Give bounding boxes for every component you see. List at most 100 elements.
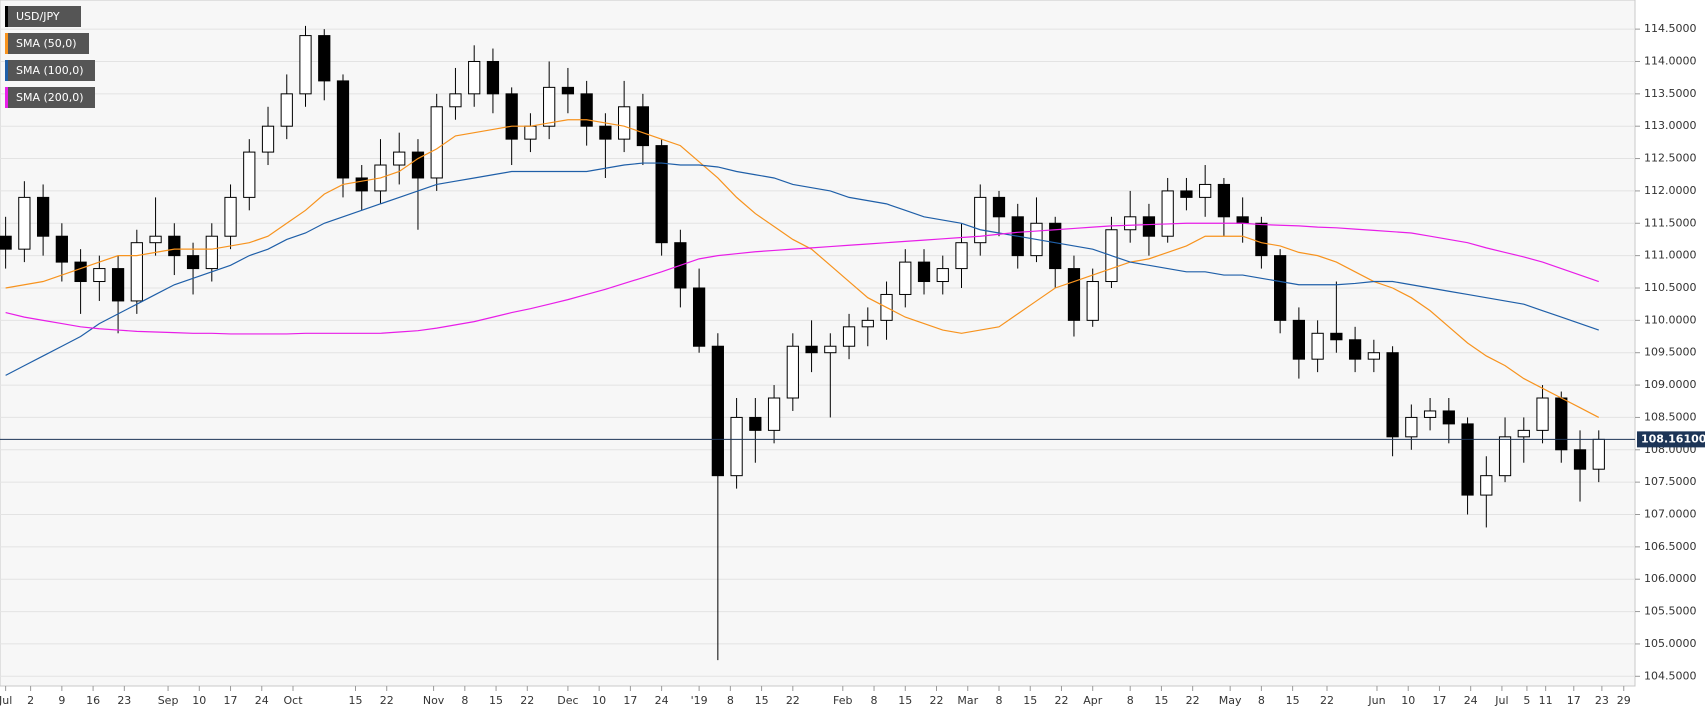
- candle-body: [1423, 410, 1437, 418]
- y-tick-label: 114.0000: [1644, 54, 1697, 67]
- x-tick-label: Mar: [957, 694, 978, 707]
- candle-body: [299, 35, 312, 95]
- y-tick-label: 110.5000: [1644, 281, 1697, 294]
- candle-body: [1330, 332, 1343, 341]
- x-tick-label: 9: [58, 694, 65, 707]
- candle-body: [561, 86, 575, 95]
- candle-body: [917, 261, 931, 283]
- x-tick-label: 23: [117, 694, 131, 707]
- candle-body: [1536, 397, 1549, 431]
- x-tick-label: 15: [1023, 694, 1037, 707]
- candle-body: [1348, 339, 1362, 360]
- sma-line: [5, 222, 1599, 335]
- candle-body: [186, 255, 200, 270]
- candle-body: [1124, 216, 1137, 231]
- x-tick-label: 8: [1258, 694, 1265, 707]
- y-tick-label: 111.5000: [1644, 216, 1697, 229]
- candle-body: [130, 242, 143, 302]
- candle-body: [692, 287, 706, 347]
- candle-body: [1555, 397, 1568, 451]
- x-tick-label: Feb: [833, 694, 852, 707]
- x-tick-label: 15: [755, 694, 769, 707]
- candle-body: [655, 145, 668, 244]
- candle-body: [111, 268, 125, 302]
- candle-body: [355, 177, 368, 192]
- x-tick-label: 22: [1054, 694, 1068, 707]
- x-tick-label: 15: [1154, 694, 1168, 707]
- y-tick-label: 113.5000: [1644, 87, 1697, 100]
- x-tick-label: 17: [1567, 694, 1581, 707]
- candle-body: [1311, 332, 1324, 360]
- legend-box: [5, 87, 95, 108]
- candle-body: [899, 261, 912, 295]
- candle-body: [505, 93, 518, 140]
- x-tick-label: 24: [255, 694, 269, 707]
- candle-body: [18, 196, 31, 250]
- candle-body: [1592, 438, 1605, 470]
- candle-body: [1480, 475, 1493, 496]
- y-tick-label: 114.5000: [1644, 22, 1697, 35]
- candle-body: [805, 345, 818, 354]
- candle-body: [786, 345, 799, 399]
- candle-body: [1161, 190, 1174, 237]
- y-tick-label: 112.5000: [1644, 152, 1697, 165]
- candle-body: [711, 345, 724, 477]
- x-tick-label: 11: [1539, 694, 1553, 707]
- candle-body: [1292, 319, 1306, 360]
- x-tick-label: May: [1219, 694, 1242, 707]
- candle-body: [168, 235, 181, 257]
- x-tick-label: 22: [1186, 694, 1200, 707]
- x-tick-label: Sep: [158, 694, 179, 707]
- candle-body: [1142, 216, 1156, 237]
- candle-body: [1236, 216, 1249, 224]
- x-tick-label: 15: [348, 694, 362, 707]
- candle-body: [767, 397, 781, 431]
- x-tick-label: 24: [655, 694, 669, 707]
- candle-body: [992, 196, 1006, 218]
- candle-body: [955, 242, 968, 270]
- legend-label: SMA (200,0): [16, 91, 84, 104]
- x-tick-label: Jun: [1367, 694, 1385, 707]
- candle-body: [1067, 268, 1081, 321]
- candle-body: [730, 416, 743, 477]
- candle-body: [524, 125, 537, 140]
- y-tick-label: 107.5000: [1644, 475, 1697, 488]
- x-tick-label: 22: [786, 694, 800, 707]
- x-tick-label: Nov: [423, 694, 445, 707]
- legend-box: [5, 60, 95, 81]
- candle-body: [974, 196, 987, 244]
- x-tick-label: 17: [1432, 694, 1446, 707]
- candle-body: [1461, 423, 1474, 496]
- candle-body: [936, 268, 949, 283]
- x-tick-label: Apr: [1083, 694, 1103, 707]
- candle-body: [580, 93, 593, 127]
- x-tick-label: 29: [1617, 694, 1631, 707]
- candle-body: [393, 151, 406, 166]
- candle-body: [1442, 410, 1455, 425]
- y-tick-label: 108.5000: [1644, 410, 1697, 423]
- last-price-label: 108.16100: [1641, 432, 1707, 445]
- candle-body: [93, 268, 106, 283]
- candle-body: [636, 106, 650, 147]
- x-tick-label: 22: [380, 694, 394, 707]
- candle-body: [280, 93, 293, 127]
- x-tick-label: 10: [1401, 694, 1415, 707]
- x-tick-label: 2: [27, 694, 34, 707]
- candle-body: [449, 93, 462, 108]
- candle-body: [618, 106, 631, 140]
- x-tick-label: Jul: [0, 694, 12, 707]
- candle-body: [1517, 429, 1530, 438]
- candle-body: [1573, 449, 1587, 470]
- candle-body: [1498, 436, 1512, 477]
- x-tick-label: '19: [691, 694, 708, 707]
- x-tick-label: 5: [1523, 694, 1530, 707]
- y-tick-label: 111.0000: [1644, 249, 1697, 262]
- y-tick-label: 105.0000: [1644, 637, 1697, 650]
- x-tick-label: Oct: [283, 694, 303, 707]
- legend-swatch: [5, 60, 8, 81]
- legend-swatch: [5, 6, 8, 27]
- x-tick-label: 8: [461, 694, 468, 707]
- x-tick-label: 24: [1464, 694, 1478, 707]
- candle-body: [1199, 183, 1212, 198]
- x-tick-label: 22: [930, 694, 944, 707]
